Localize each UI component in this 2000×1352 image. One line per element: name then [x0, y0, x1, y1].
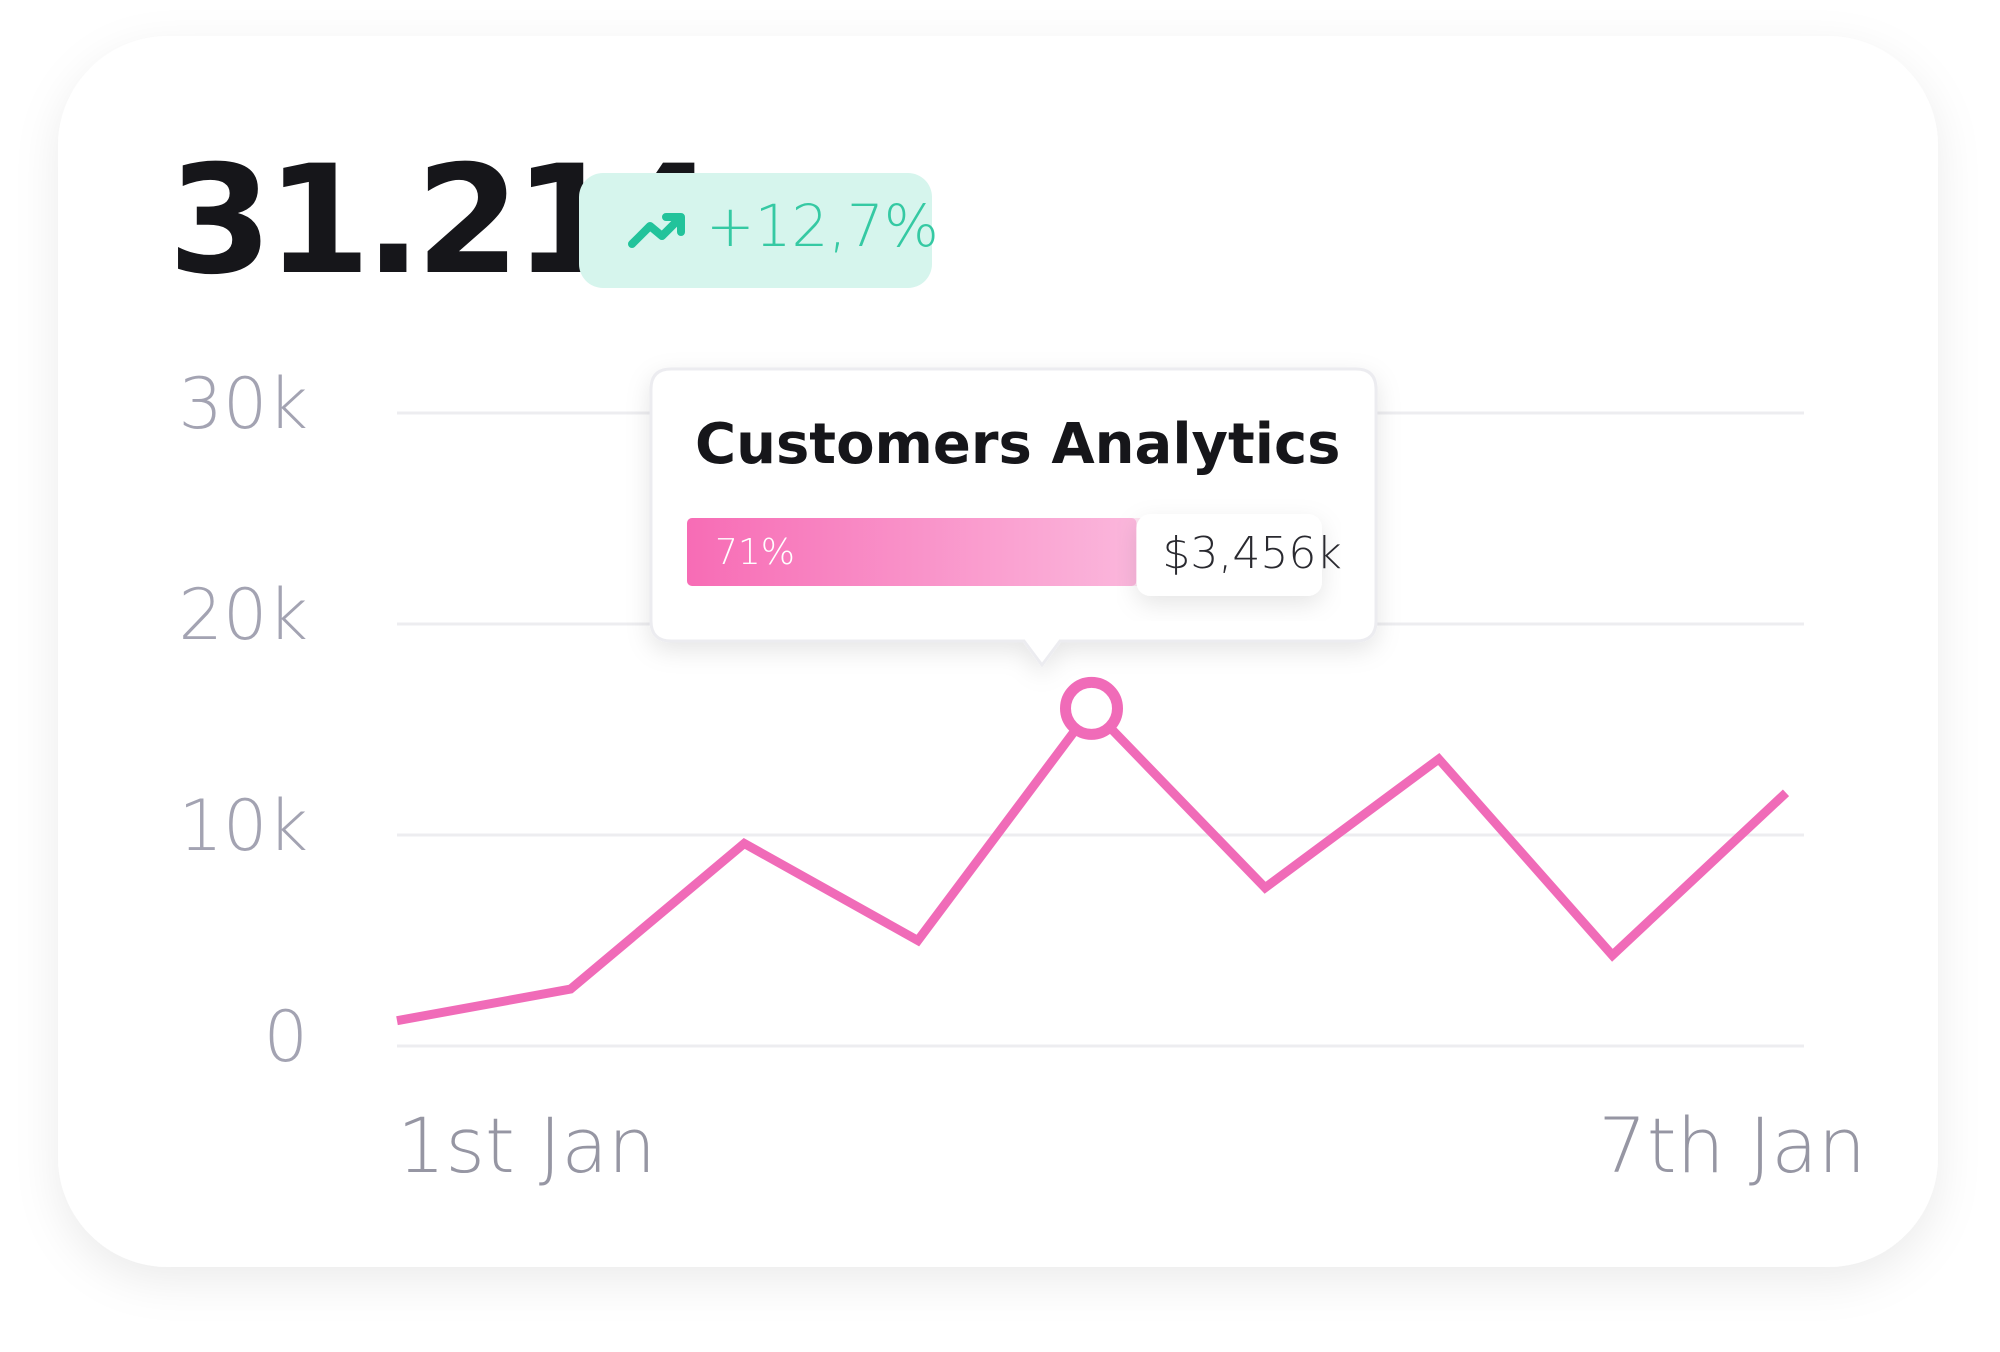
amount-label: $3,456k	[1162, 528, 1341, 579]
tooltip-title: Customers Analytics	[695, 412, 1341, 477]
change-badge	[579, 173, 932, 288]
card	[58, 36, 1938, 1267]
x-tick-label: 1st Jan	[397, 1101, 656, 1190]
trend-icon	[628, 213, 685, 248]
highlight-point	[1060, 676, 1123, 740]
progress-label: 71%	[715, 532, 795, 573]
y-tick-label: 20k	[178, 574, 308, 656]
progress-bar	[687, 518, 1137, 586]
y-tick-label: 30k	[178, 363, 308, 445]
x-tick-label: 7th Jan	[1598, 1101, 1866, 1190]
y-tick-label: 0	[263, 996, 308, 1078]
tooltip: Customers Analytics 71% $3,456k	[649, 367, 1378, 668]
y-tick-label: 10k	[178, 785, 308, 867]
amount-chip	[1136, 514, 1322, 596]
change-value: +12,7%	[706, 192, 939, 260]
